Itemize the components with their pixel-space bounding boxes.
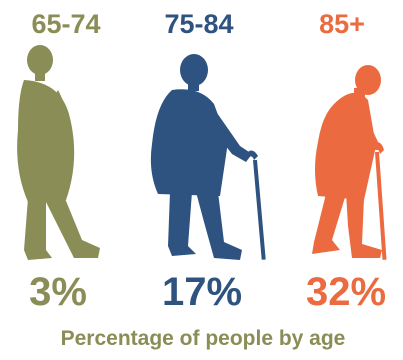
percent-75-84: 17%	[162, 270, 242, 314]
walking-man-icon	[17, 45, 100, 260]
percent-65-74: 3%	[29, 270, 87, 314]
walking-man-with-cane-icon	[312, 65, 387, 260]
percent-85-plus: 32%	[306, 270, 386, 314]
age-label-85-plus: 85+	[319, 9, 365, 39]
chart-caption: Percentage of people by age	[61, 327, 346, 350]
age-label-65-74: 65-74	[31, 9, 100, 39]
age-label-75-84: 75-84	[164, 9, 233, 39]
walking-man-with-cane-icon	[150, 54, 266, 260]
